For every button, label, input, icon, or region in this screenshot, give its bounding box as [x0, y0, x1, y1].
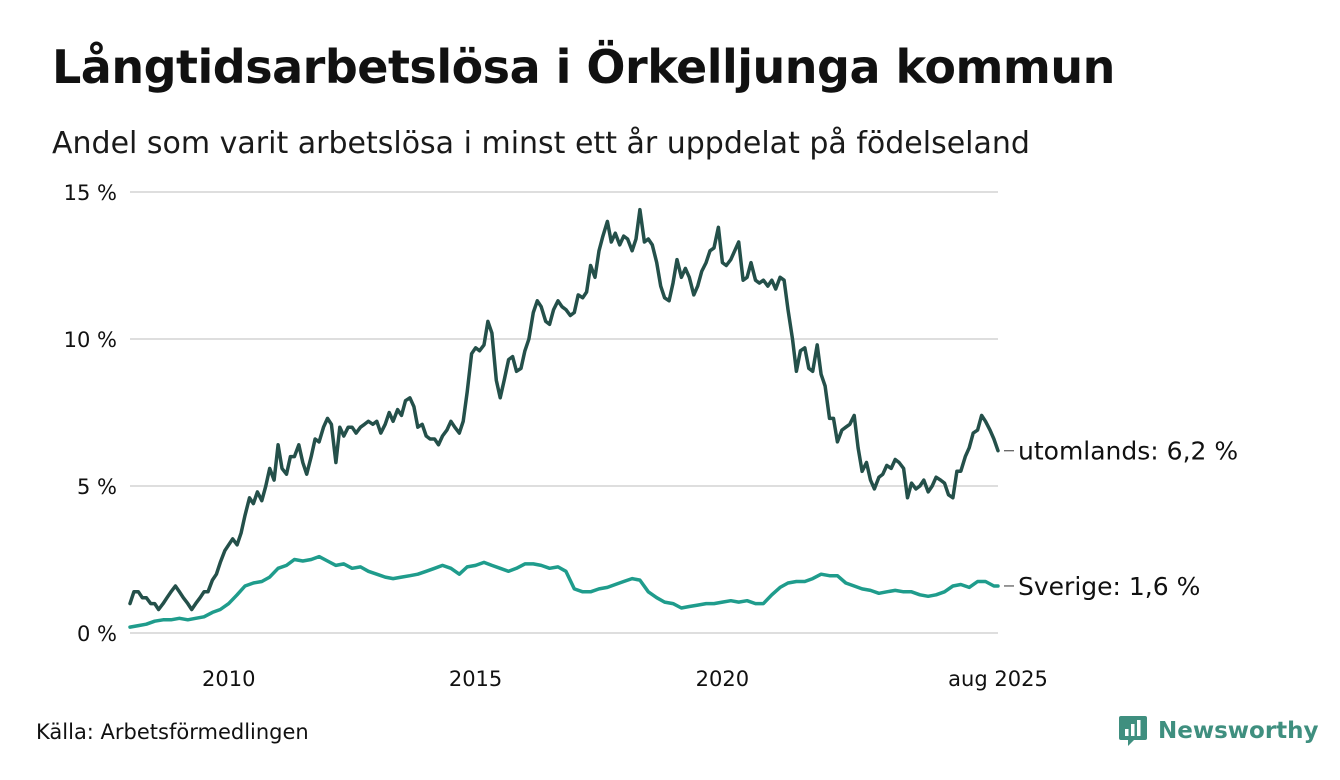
- chart-title: Långtidsarbetslösa i Örkelljunga kommun: [52, 40, 1115, 94]
- series-line-sverige: [128, 554, 1000, 629]
- end-label-sverige: Sverige: 1,6 %: [1018, 572, 1200, 601]
- newsworthy-logo-icon: [1119, 716, 1147, 746]
- newsworthy-brand: Newsworthy: [1118, 714, 1319, 748]
- y-tick-label: 15 %: [64, 181, 117, 205]
- x-tick-label: 2010: [202, 667, 255, 691]
- y-tick-label: 5 %: [77, 475, 117, 499]
- brand-name: Newsworthy: [1158, 718, 1319, 744]
- gridlines: [130, 191, 998, 634]
- x-axis-ticks: 2010 2015 2020 aug 2025: [202, 667, 1048, 691]
- y-axis-ticks: 0 % 5 % 10 % 15 %: [64, 181, 117, 646]
- line-chart: 0 % 5 % 10 % 15 % 2010 2015 2020 aug 2025 utom…: [64, 181, 1239, 691]
- y-tick-label: 10 %: [64, 328, 117, 352]
- end-label-utomlands: utomlands: 6,2 %: [1018, 437, 1238, 466]
- x-tick-label: aug 2025: [948, 667, 1048, 691]
- y-tick-label: 0 %: [77, 622, 117, 646]
- x-tick-label: 2020: [696, 667, 749, 691]
- series-lines: [128, 207, 1000, 629]
- chart-subtitle: Andel som varit arbetslösa i minst ett å…: [52, 126, 1030, 161]
- source-note: Källa: Arbetsförmedlingen: [36, 720, 309, 744]
- end-labels: utomlands: 6,2 % Sverige: 1,6 %: [1004, 437, 1238, 601]
- x-tick-label: 2015: [449, 667, 502, 691]
- series-line-utomlands: [128, 207, 1000, 612]
